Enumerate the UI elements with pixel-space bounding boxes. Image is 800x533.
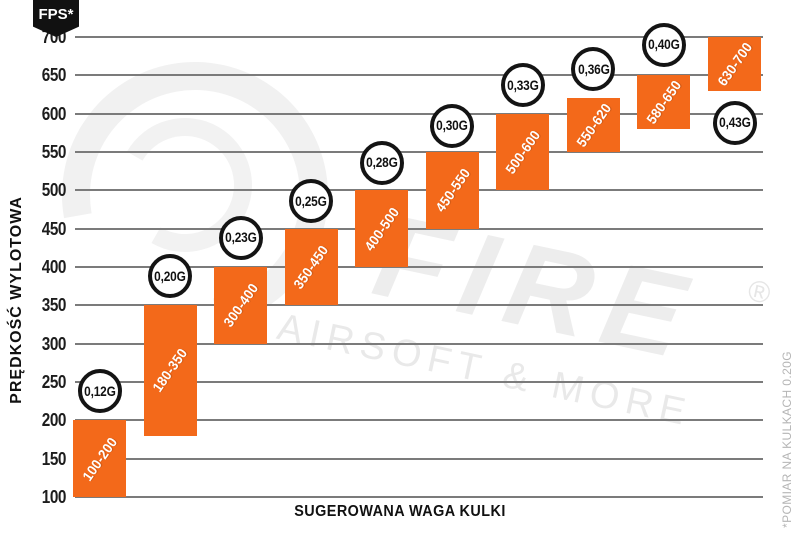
gridline <box>75 112 763 115</box>
bar-range-label: 580-650 <box>643 77 685 127</box>
gridline <box>75 189 763 192</box>
y-tick-label: 650 <box>41 65 67 86</box>
gridline <box>75 342 763 345</box>
y-tick-label: 250 <box>41 372 67 392</box>
bb-weight-badge: 0,12G <box>77 369 122 414</box>
y-tick-label: 350 <box>41 295 67 316</box>
bar-range-label: 350-450 <box>290 242 332 292</box>
fps-range-bar: 400-500 <box>355 190 409 267</box>
bar-range-label: 180-350 <box>149 345 191 396</box>
bar-range-label: 400-500 <box>361 203 403 254</box>
fps-range-bar: 450-550 <box>425 152 479 229</box>
bb-weight-badge: 0,36G <box>571 47 616 92</box>
y-axis-title: PRĘDKOŚĆ WYLOTOWA <box>8 196 25 404</box>
bb-weight-label: 0,25G <box>295 193 327 209</box>
y-tick-label: 500 <box>41 180 67 201</box>
bar-range-label: 450-550 <box>431 165 473 216</box>
bb-weight-label: 0,28G <box>365 155 398 171</box>
bb-weight-label: 0,12G <box>83 383 116 399</box>
bb-weight-badge: 0,20G <box>148 254 193 299</box>
measurement-footnote: *POMIAR NA KULKACH 0.20G <box>780 351 794 528</box>
y-tick-label: 100 <box>41 487 67 507</box>
fps-range-bar: 100-200 <box>73 420 126 497</box>
bb-weight-badge: 0,28G <box>359 140 404 185</box>
bar-range-label: 630-700 <box>713 39 756 89</box>
bb-weight-badge: 0,43G <box>712 100 757 145</box>
y-tick-label: 150 <box>41 448 67 469</box>
y-tick-label: 450 <box>41 218 67 239</box>
gridline <box>75 496 763 498</box>
y-tick-label: 400 <box>41 257 67 277</box>
bb-weight-label: 0,20G <box>154 268 186 284</box>
bb-weight-badge: 0,25G <box>289 179 334 224</box>
fps-range-bar: 350-450 <box>284 228 338 306</box>
bb-weight-badge: 0,23G <box>218 215 263 260</box>
bb-weight-badge: 0,33G <box>500 63 545 108</box>
x-axis-title: SUGEROWANA WAGA KULKI <box>294 503 506 520</box>
fps-range-bar: 500-600 <box>496 113 550 191</box>
bb-weight-badge: 0,40G <box>641 22 686 67</box>
bar-range-label: 100-200 <box>78 433 121 484</box>
y-tick-label: 550 <box>41 142 67 162</box>
y-tick-label: 600 <box>41 103 67 124</box>
gridline <box>75 419 763 422</box>
bb-weight-label: 0,40G <box>648 37 680 53</box>
bar-range-label: 500-600 <box>502 127 544 177</box>
fps-range-bar: 630-700 <box>708 37 762 91</box>
bb-weight-badge: 0,30G <box>430 103 475 148</box>
bb-weight-label: 0,43G <box>718 115 751 131</box>
bb-weight-label: 0,33G <box>507 77 539 93</box>
fps-range-bar: 300-400 <box>214 267 268 344</box>
fps-range-bar: 550-620 <box>566 98 620 152</box>
bb-weight-label: 0,30G <box>436 118 469 134</box>
fps-range-bar: 580-650 <box>637 75 691 129</box>
gridline <box>75 227 763 230</box>
bb-weight-label: 0,23G <box>224 230 257 246</box>
bb-weight-label: 0,36G <box>577 61 610 77</box>
gridline <box>75 151 763 153</box>
gridline <box>75 304 763 307</box>
gridline <box>75 266 763 268</box>
fps-range-bar: 180-350 <box>143 305 197 436</box>
gridline <box>75 74 763 77</box>
gridline <box>75 457 763 460</box>
y-tick-label: 200 <box>41 410 67 431</box>
gridline <box>75 36 763 38</box>
bar-range-label: 300-400 <box>219 280 262 331</box>
y-tick-label: 300 <box>41 333 67 354</box>
bar-range-label: 550-620 <box>572 100 615 150</box>
gridline <box>75 381 763 383</box>
